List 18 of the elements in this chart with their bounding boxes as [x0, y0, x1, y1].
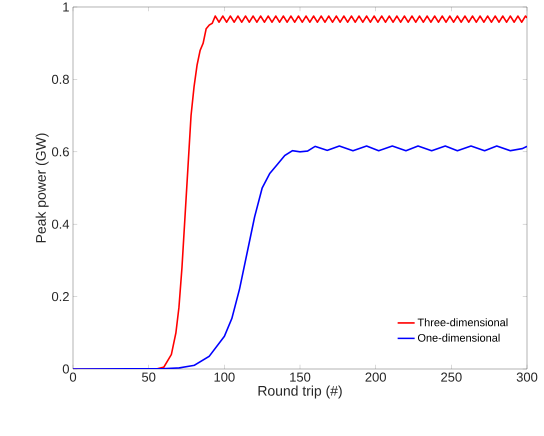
line-series	[73, 145, 528, 369]
x-tick-label: 300	[516, 372, 538, 382]
y-tick-label: 0.8	[52, 74, 69, 84]
y-tick-label: 0.4	[52, 220, 70, 229]
x-tick-label: 150	[290, 372, 310, 382]
y-tick-label: 0	[62, 364, 69, 374]
legend-label: One-dimensional	[418, 334, 500, 342]
y-axis-title: Peak power (GW)	[36, 133, 49, 242]
y-tick-label: 0.6	[52, 147, 69, 156]
legend-label: Three-dimensional	[418, 318, 508, 326]
x-axis-title: Round trip (#)	[258, 386, 342, 399]
y-tick-label: 0.2	[52, 292, 69, 302]
y-tick-label: 1	[63, 2, 69, 12]
x-tick-label: 200	[366, 372, 386, 382]
x-tick-label: 250	[441, 372, 462, 382]
x-tick-label: 50	[142, 372, 156, 382]
x-tick-label: 0	[70, 372, 76, 382]
x-tick-label: 100	[214, 372, 235, 382]
